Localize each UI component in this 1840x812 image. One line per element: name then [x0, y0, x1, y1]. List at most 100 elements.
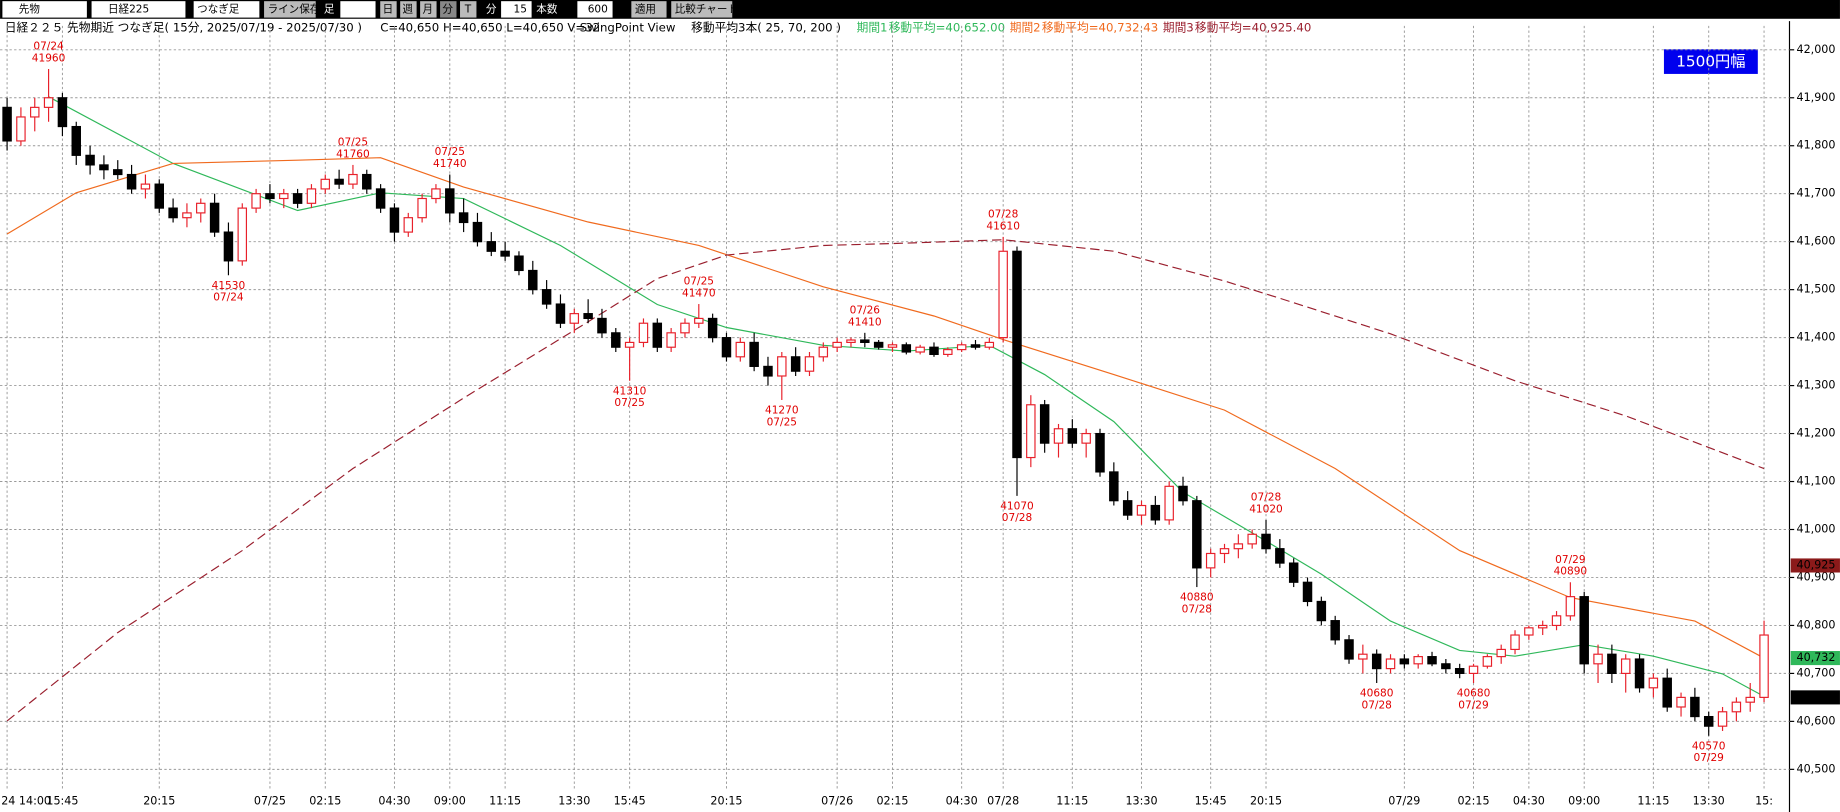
swing-date: 07/26 — [850, 305, 881, 317]
y-tick-label: 40,500 — [1797, 762, 1836, 775]
x-tick-label: 09:00 — [1568, 794, 1600, 807]
candle-body — [943, 349, 953, 355]
candle-body — [1247, 533, 1257, 545]
candle-body — [1053, 428, 1064, 444]
candle-body — [1178, 485, 1188, 502]
candle-body — [790, 356, 801, 372]
bar-input[interactable] — [340, 1, 376, 18]
week: 週 — [403, 3, 414, 15]
x-tick-label: 02:15 — [309, 794, 341, 807]
candle-body — [984, 341, 995, 348]
candle-body — [528, 269, 538, 291]
symbol-select[interactable] — [91, 1, 186, 18]
ma-legend-value: 移動平均=40,732.43 — [1042, 21, 1158, 35]
candle-body — [1413, 656, 1423, 665]
candle-body — [306, 188, 317, 204]
day-button[interactable] — [380, 1, 397, 18]
tick-button[interactable] — [460, 1, 477, 18]
swing-date: 07/28 — [1182, 603, 1212, 615]
ma-legend-name: 期間2 — [1010, 21, 1041, 35]
count-input[interactable] — [577, 1, 613, 18]
candle-body — [43, 97, 54, 108]
candle-body — [929, 346, 939, 355]
candle-body — [1745, 696, 1755, 703]
candle-body — [389, 207, 400, 233]
candle-body — [251, 193, 261, 209]
swing-date: 07/28 — [1251, 492, 1281, 504]
ma-legend-name: 期間3 — [1163, 21, 1194, 35]
candle-body — [30, 106, 40, 118]
candle-body — [915, 346, 925, 353]
candle-body — [1579, 596, 1589, 665]
candle-body — [417, 197, 427, 219]
candle-body — [1620, 658, 1631, 674]
candle-body — [292, 193, 303, 204]
x-tick-label: 24 14:00 — [1, 794, 51, 807]
candle-body — [1537, 624, 1548, 629]
swing-date: 07/25 — [684, 276, 714, 288]
swing-date: 07/29 — [1555, 554, 1585, 566]
save-button[interactable] — [264, 1, 316, 18]
market-select[interactable] — [2, 1, 87, 18]
interval-input[interactable] — [501, 1, 532, 18]
candle-body — [887, 344, 898, 348]
ma-legend-value: 移動平均=40,652.00 — [889, 21, 1005, 35]
candle-body — [182, 212, 192, 219]
candle-body — [71, 125, 81, 156]
x-tick-label: 09:00 — [434, 794, 466, 807]
unit-label: 分 — [486, 3, 497, 15]
candle-body — [1192, 500, 1202, 569]
x-tick-label: 07/29 — [1388, 794, 1420, 807]
candle-body — [140, 183, 151, 190]
candle-body — [1067, 428, 1078, 444]
candle-body — [1607, 653, 1617, 674]
month-button[interactable] — [420, 1, 437, 18]
candle-body — [956, 344, 967, 351]
candle-body — [1662, 677, 1672, 708]
swing-price: 41070 — [1000, 500, 1034, 512]
candle-body — [1012, 250, 1022, 459]
candle-body — [1219, 548, 1230, 555]
apply-button[interactable] — [631, 1, 667, 18]
candle-body — [832, 341, 842, 348]
candle-body — [1385, 658, 1396, 670]
week-button[interactable] — [400, 1, 417, 18]
tick: T — [464, 3, 472, 15]
header: 日経２２５ 先物期近 つなぎ足( 15分, 2025/07/19 - 2025/… — [5, 21, 841, 35]
price-box — [1790, 690, 1840, 705]
x-tick-label: 15: — [1755, 794, 1773, 807]
minute-button[interactable] — [440, 1, 457, 18]
candle-body — [1302, 581, 1313, 603]
candle-body — [694, 317, 704, 324]
candle-body — [1261, 533, 1271, 550]
candle-body — [846, 339, 856, 344]
candle-body — [99, 164, 109, 171]
swing-price: 41020 — [1249, 503, 1283, 515]
candle-body — [500, 250, 510, 257]
swing-price: 40570 — [1692, 740, 1726, 752]
candle-body — [1109, 471, 1119, 502]
candle-body — [1399, 658, 1410, 665]
candle-body — [970, 344, 981, 348]
y-tick-label: 42,000 — [1797, 43, 1836, 56]
candle-body — [1634, 658, 1645, 689]
swing-price: 41610 — [986, 220, 1020, 232]
x-tick-label: 15:45 — [1195, 794, 1227, 807]
candle-body — [334, 178, 344, 185]
x-tick-label: 13:30 — [1125, 794, 1157, 807]
candle-body — [168, 207, 178, 219]
compare-button[interactable] — [671, 1, 733, 18]
y-tick-label: 41,500 — [1797, 283, 1836, 296]
x-tick-label: 07/25 — [254, 794, 286, 807]
candle-body — [1427, 656, 1437, 665]
x-tick-label: 11:15 — [1056, 794, 1088, 807]
price-box-label: 40,732 — [1797, 651, 1836, 664]
candle-body — [472, 221, 483, 243]
save: ライン保存 — [268, 2, 321, 15]
x-tick-label: 20:15 — [143, 794, 175, 807]
candle-body — [196, 202, 206, 214]
candle-body — [998, 250, 1008, 339]
count: 600 — [588, 3, 608, 15]
candle-body — [707, 317, 718, 339]
mode-select[interactable] — [193, 1, 260, 18]
